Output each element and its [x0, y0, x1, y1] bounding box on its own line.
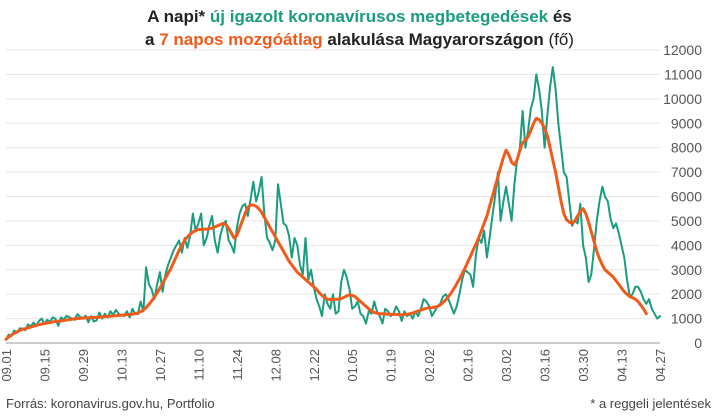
y-tick-label: 9000: [671, 115, 702, 131]
y-tick-label: 6000: [671, 189, 702, 205]
x-tick-label: 12.08: [268, 349, 283, 382]
title-text: alakulása Magyarországon: [322, 30, 549, 49]
y-tick-label: 10000: [663, 91, 702, 107]
x-tick-label: 03.02: [499, 349, 514, 382]
x-tick-label: 03.30: [576, 349, 591, 382]
y-tick-label: 1000: [671, 311, 702, 327]
y-tick-label: 5000: [671, 213, 702, 229]
x-tick-label: 01.19: [384, 349, 399, 382]
x-tick-label: 09.29: [76, 349, 91, 382]
x-tick-label: 11.10: [191, 349, 206, 381]
x-tick-label: 11.24: [230, 349, 245, 381]
x-tick-label: 04.27: [653, 349, 668, 382]
x-tick-label: 10.27: [153, 349, 168, 382]
x-tick-label: 09.01: [0, 349, 14, 382]
x-tick-label: 09.15: [37, 349, 52, 382]
x-tick-label: 03.16: [538, 349, 553, 382]
y-tick-label: 11000: [664, 66, 702, 82]
x-tick-label: 02.16: [461, 349, 476, 382]
x-tick-label: 10.13: [114, 349, 129, 382]
title-text: és: [548, 7, 572, 26]
series-line-daily: [5, 66, 661, 341]
title-daily-label: új igazolt koronavírusos megbetegedések: [209, 7, 549, 26]
y-tick-label: 0: [694, 335, 702, 351]
title-unit: (fő): [548, 30, 574, 49]
y-tick-label: 2000: [671, 286, 702, 302]
x-tick-label: 02.02: [422, 349, 437, 382]
title-text: A napi*: [147, 7, 210, 26]
y-tick-label: 12000: [663, 42, 702, 58]
x-tick-label: 01.05: [345, 349, 360, 382]
title-average-label: 7 napos mozgóátlag: [159, 30, 323, 49]
y-tick-label: 8000: [671, 140, 702, 156]
y-tick-label: 4000: [671, 237, 702, 253]
title-line-2: a 7 napos mozgóátlag alakulása Magyarors…: [0, 29, 719, 51]
y-tick-label: 3000: [671, 262, 702, 278]
x-tick-label: 04.13: [615, 349, 630, 382]
x-tick-label: 12.22: [307, 349, 322, 382]
y-tick-label: 7000: [671, 164, 702, 180]
footnote: * a reggeli jelentések: [590, 396, 711, 411]
title-text: a: [145, 30, 160, 49]
source-note: Forrás: koronavirus.gov.hu, Portfolio: [6, 396, 215, 411]
series-line-7day-average: [4, 116, 648, 341]
title-line-1: A napi* új igazolt koronavírusos megbete…: [0, 6, 719, 28]
